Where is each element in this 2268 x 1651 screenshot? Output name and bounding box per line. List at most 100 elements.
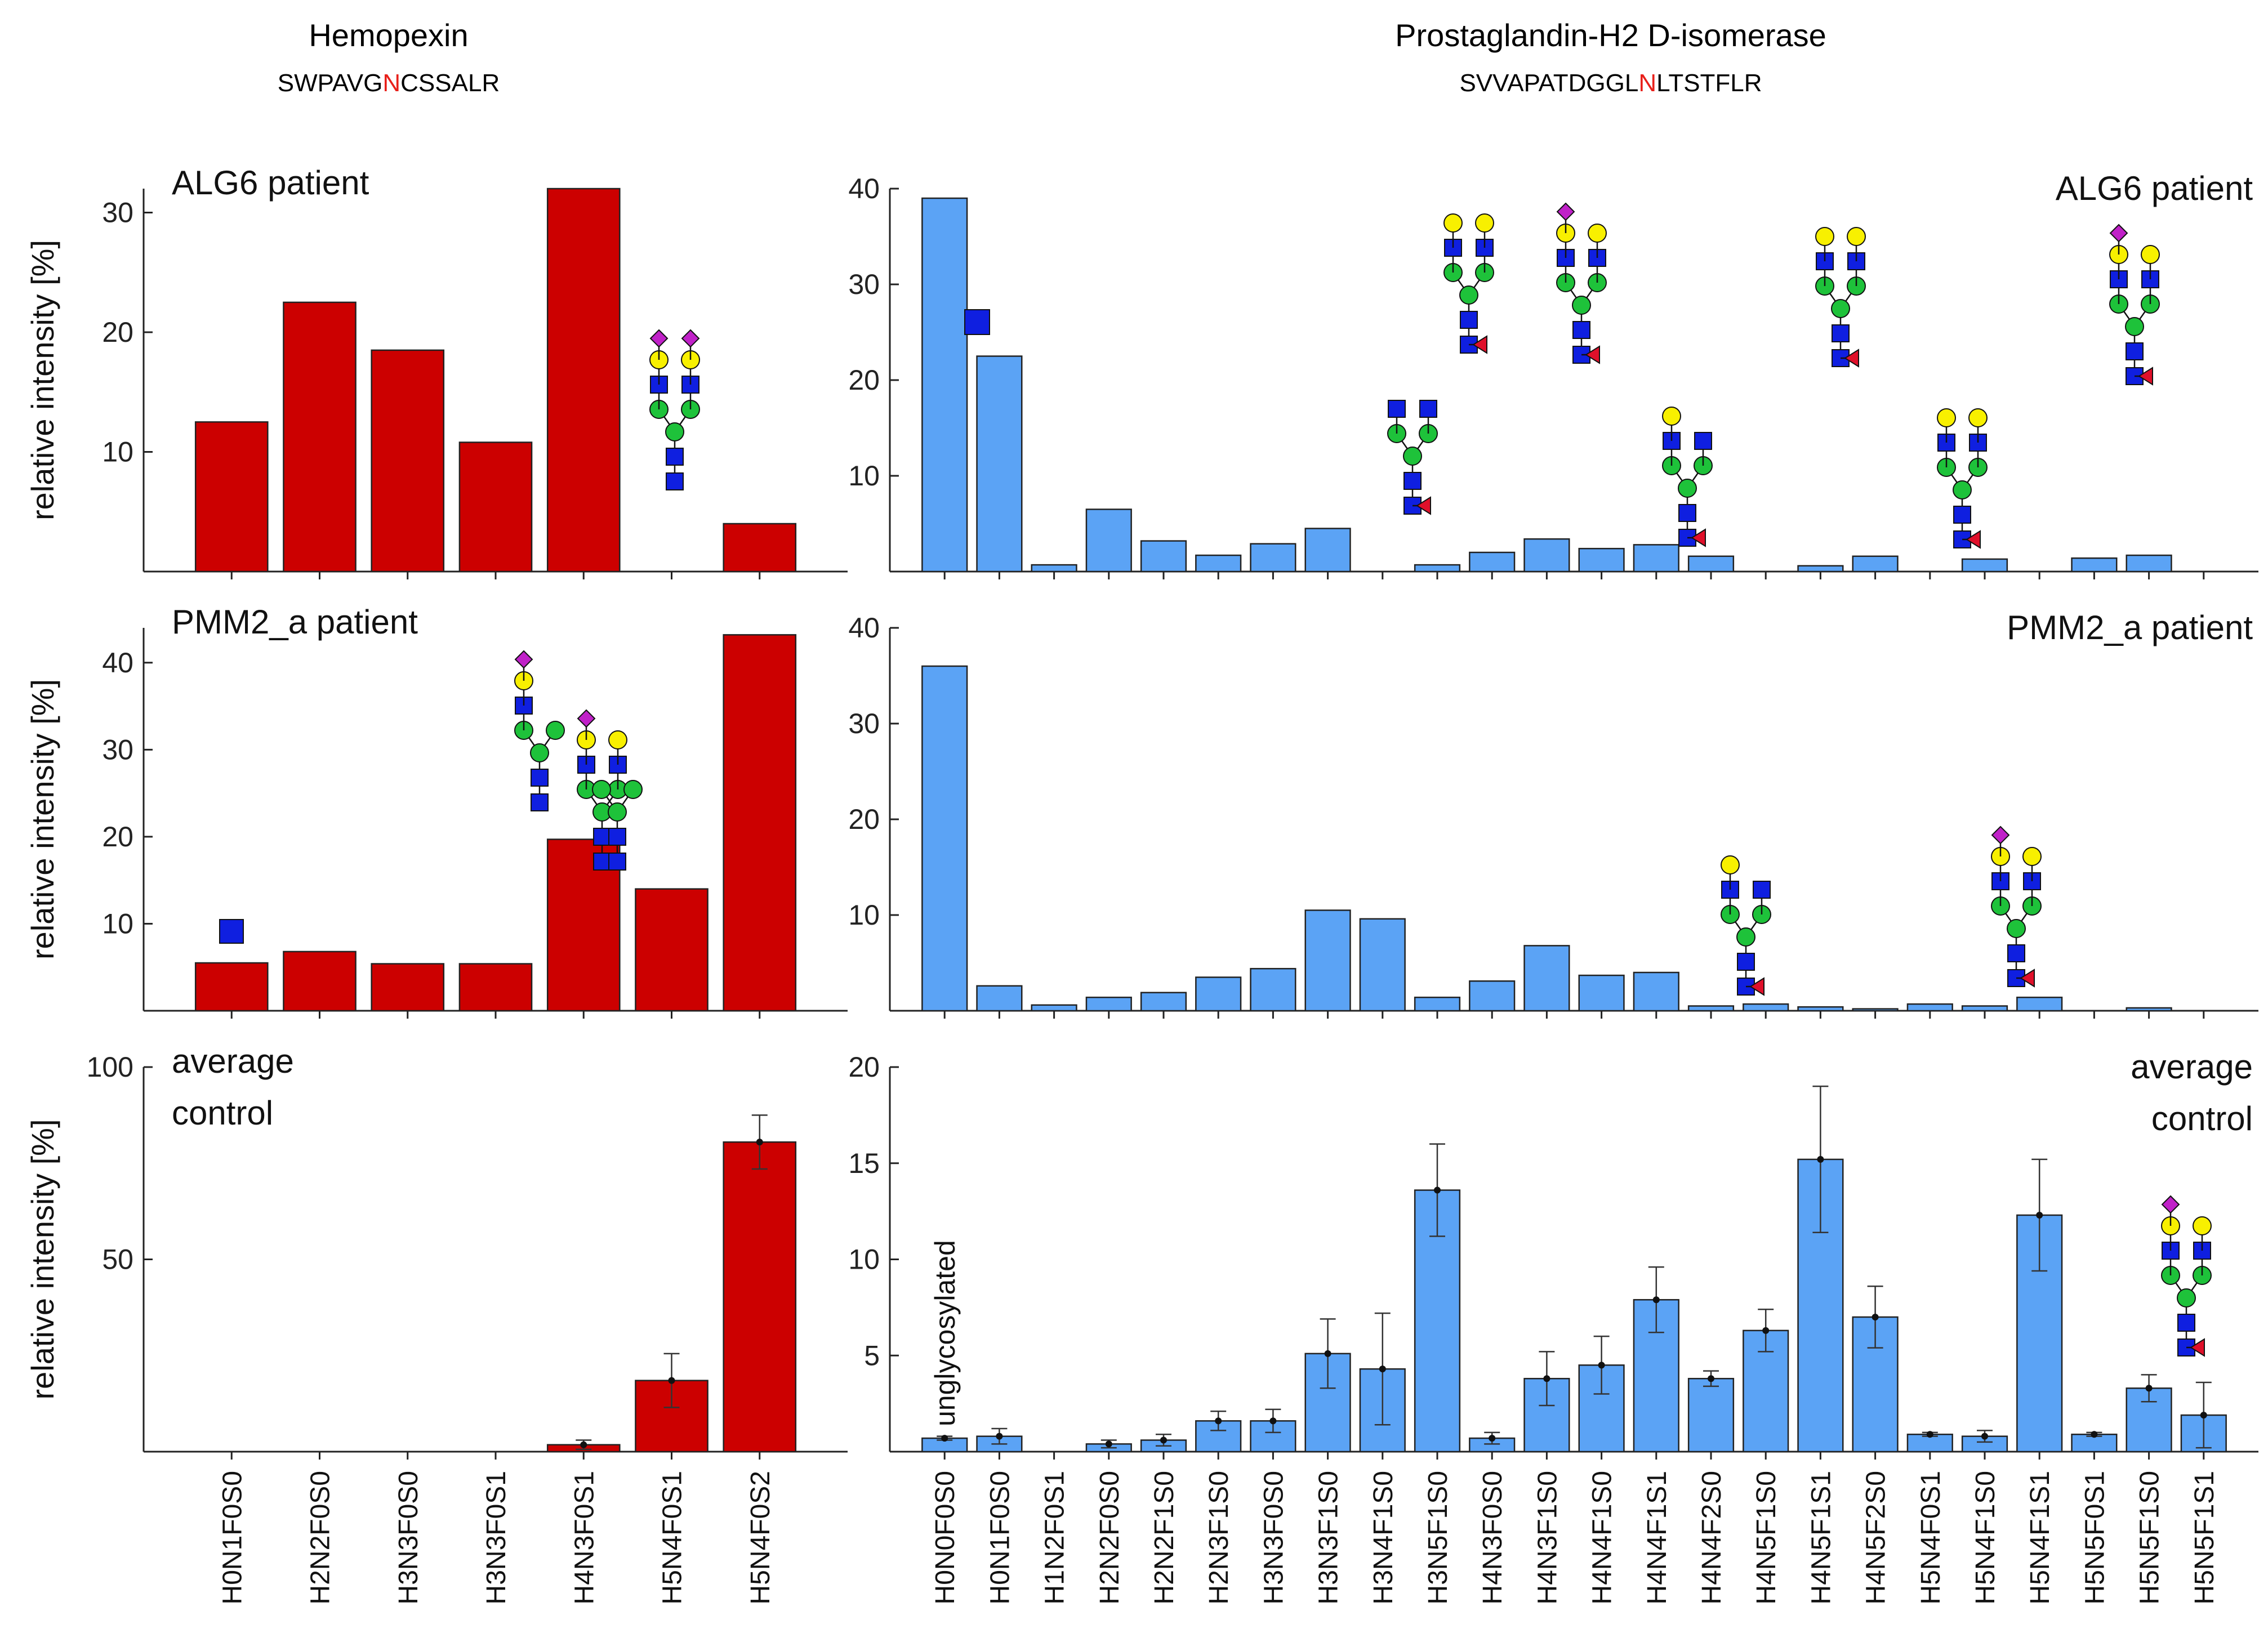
bar-H3N3F0S0: [371, 349, 445, 573]
bar-H5N5F1S0: [2126, 1007, 2172, 1012]
right-sequence: SVVAPATDGGLNLTSTFLR: [1459, 69, 1762, 97]
fucose-triangle: [1416, 496, 1431, 515]
mean-dot: [2200, 1412, 2207, 1419]
y-tick-label: 50: [102, 1244, 133, 1275]
category-label: H4N5F1S1: [1806, 1471, 1836, 1604]
error-bar-H4N5F2S0: [1867, 1286, 1883, 1349]
galactose-circle: [1662, 407, 1681, 426]
glycan-structure: [964, 309, 990, 335]
mannose-circle: [2125, 317, 2144, 336]
mannose-circle: [546, 721, 565, 740]
error-bar-H0N0F0S0: [937, 1435, 953, 1442]
category-label: H4N4F1S0: [1588, 1471, 1618, 1604]
panel-label: ALG6 patient: [2056, 169, 2253, 207]
error-bar-H3N3F1S0: [1320, 1318, 1336, 1389]
bar-H0N1F0S0: [194, 421, 269, 573]
y-axis-label: relative intensity [%]: [25, 240, 60, 520]
glcnac-square: [1832, 324, 1850, 342]
y-tick-label: 30: [102, 734, 133, 765]
error-bar-H5N4F0S2: [751, 1114, 768, 1170]
category-label: H3N4F1S0: [1369, 1471, 1398, 1604]
glcnac-square: [1419, 400, 1437, 418]
galactose-circle: [1475, 213, 1494, 233]
fucose-triangle: [2138, 367, 2153, 386]
bar-H4N3F1S0: [1523, 538, 1570, 573]
glcnac-square: [593, 853, 611, 871]
glcnac-square: [1737, 953, 1755, 971]
y-axis-label: relative intensity [%]: [25, 679, 60, 960]
panel-label: ALG6 patient: [172, 164, 369, 202]
bar-H0N1F0S0: [976, 355, 1023, 573]
y-tick-label: 40: [848, 173, 880, 204]
y-tick-label: 10: [848, 899, 880, 931]
mannose-circle: [665, 422, 684, 441]
mannose-circle: [608, 802, 627, 822]
mean-dot: [1981, 1433, 1988, 1440]
glcnac-square: [1694, 432, 1712, 450]
bar-H5N5F0S1: [2071, 557, 2118, 573]
error-bar-H3N4F1S0: [1374, 1312, 1391, 1426]
error-bar-H5N4F0S1: [663, 1353, 680, 1408]
bar-H5N4F0S2: [723, 1141, 797, 1453]
bar-H2N2F0S0: [283, 951, 357, 1012]
error-bar-H3N5F1S0: [1429, 1143, 1445, 1237]
mean-dot: [1434, 1186, 1441, 1194]
galactose-circle: [2193, 1216, 2212, 1235]
glcnac-square: [608, 828, 626, 846]
mannose-circle: [1678, 479, 1697, 498]
glcnac-square: [666, 472, 684, 490]
panel-label: PMM2_a patient: [2007, 609, 2253, 646]
glcnac-square: [1753, 881, 1771, 899]
galactose-circle: [1968, 408, 1988, 427]
bar-H0N1F0S0: [194, 962, 269, 1012]
glcnac-square: [1403, 472, 1422, 490]
mean-dot: [2036, 1211, 2043, 1219]
category-label: H5N5F0S1: [2080, 1471, 2110, 1604]
mean-dot: [668, 1377, 675, 1384]
bar-H3N3F1S0: [1304, 528, 1351, 573]
fucose-triangle: [1844, 349, 1859, 368]
mean-dot: [1817, 1155, 1824, 1163]
galactose-circle: [1443, 213, 1463, 233]
bar-H2N2F0S0: [1085, 996, 1132, 1012]
glcnac-square: [2177, 1314, 2195, 1332]
category-label: H3N5F1S0: [1423, 1471, 1453, 1604]
panel-hemopexin-average-control: 50 100 average control relative intensity [%…: [25, 1042, 848, 1604]
error-bar-H2N3F1S0: [1210, 1411, 1227, 1431]
mannose-circle: [1736, 927, 1755, 947]
sialic-acid-diamond: [514, 650, 533, 669]
category-label: H5N4F0S1: [658, 1471, 688, 1604]
category-label: H4N4F1S1: [1642, 1471, 1672, 1604]
glcnac-square: [219, 919, 244, 944]
header: Hemopexin SWPAVGNCSSALR Prostaglandin-H2…: [278, 17, 1826, 97]
mannose-circle: [2007, 919, 2026, 938]
mean-dot: [756, 1139, 763, 1146]
bar-H4N5F2S0: [1852, 1008, 1899, 1012]
glcnac-square: [2007, 944, 2025, 962]
fucose-triangle: [2190, 1338, 2205, 1357]
right-title: Prostaglandin-H2 D-isomerase: [1395, 17, 1826, 53]
glycan-structures: [219, 202, 2212, 1357]
y-tick-label: 40: [848, 612, 880, 644]
bar-H5N4F1S0: [1961, 1005, 2008, 1012]
mean-dot: [996, 1433, 1003, 1440]
y-tick-label: 10: [848, 460, 880, 492]
glcnac-square: [531, 769, 549, 787]
error-bar-H3N3F0S0: [1265, 1408, 1281, 1434]
y-tick-label: 30: [848, 269, 880, 300]
glycan-structure: [1815, 227, 1866, 368]
bar-H4N5F1S1: [1797, 565, 1844, 573]
category-label: H3N3F0S0: [1259, 1471, 1289, 1604]
galactose-circle: [1588, 224, 1607, 243]
category-label: H5N5F1S1: [2190, 1471, 2220, 1604]
bar-H5N4F1S0: [1961, 558, 2008, 573]
fucose-triangle: [2020, 969, 2035, 988]
y-tick-label: 20: [848, 1051, 880, 1083]
galactose-circle: [1815, 227, 1834, 246]
mean-dot: [1543, 1375, 1550, 1382]
bar-H5N4F0S2: [723, 634, 797, 1012]
error-bar-H4N4F2S0: [1703, 1370, 1719, 1387]
mannose-circle: [1572, 296, 1591, 315]
y-tick-label: 20: [848, 364, 880, 396]
